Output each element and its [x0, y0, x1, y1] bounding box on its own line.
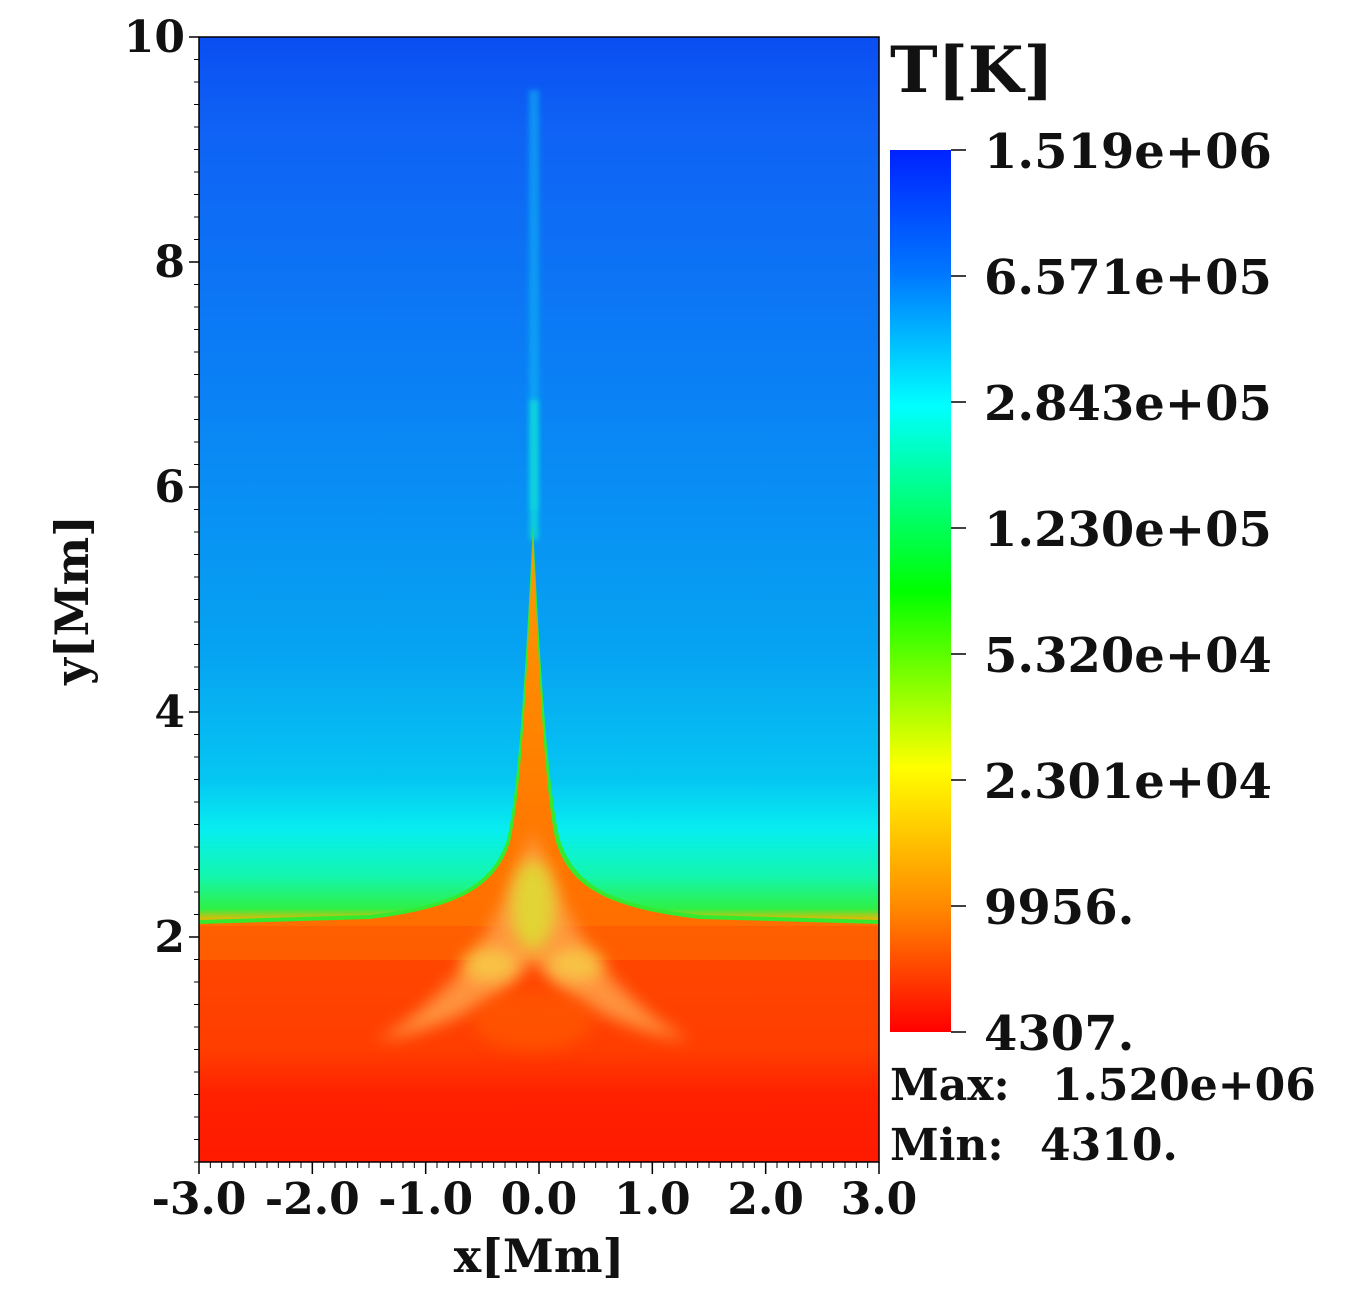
y-tick-label: 2	[154, 912, 185, 963]
colorbar-tick-label: 6.571e+05	[984, 250, 1272, 306]
x-tick-label: 1.0	[614, 1174, 691, 1225]
jet-yellow-core	[511, 860, 555, 950]
jet-thread-glow	[530, 400, 538, 540]
jet-yellow-lobe-right	[548, 949, 604, 981]
plot-area	[199, 37, 879, 1162]
jet-core	[199, 535, 879, 960]
y-axis: 2 4 6 8 10	[124, 12, 199, 1163]
y-axis-label: y[Mm]	[45, 515, 99, 686]
colorbar-title: T[K]	[890, 33, 1054, 108]
x-tick-label: 2.0	[727, 1174, 804, 1225]
min-label: Min:	[890, 1120, 1004, 1171]
colorbar-tick-label: 2.301e+04	[984, 754, 1272, 810]
colorbar-tick-label: 5.320e+04	[984, 628, 1272, 684]
x-tick-label: -3.0	[152, 1174, 247, 1225]
x-tick-label: 0.0	[501, 1174, 578, 1225]
colorbar-tick-label: 9956.	[984, 880, 1134, 936]
colorbar	[890, 150, 951, 1032]
jet-base-bulge	[473, 990, 593, 1050]
max-value: 1.520e+06	[1052, 1060, 1316, 1111]
x-tick-label: -1.0	[378, 1174, 473, 1225]
colorbar-tick-label: 1.519e+06	[984, 124, 1272, 180]
max-label: Max:	[890, 1060, 1010, 1111]
x-tick-label: 3.0	[841, 1174, 918, 1225]
jet-thread	[529, 90, 539, 510]
min-value: 4310.	[1040, 1120, 1178, 1171]
jet-yellow-lobe-left	[462, 949, 518, 981]
colorbar-ticks: 1.519e+06 6.571e+05 2.843e+05 1.230e+05 5.32…	[951, 124, 1272, 1062]
x-axis: -3.0 -2.0 -1.0 0.0 1.0 2.0 3.0	[152, 1162, 918, 1225]
colorbar-tick-label: 1.230e+05	[984, 502, 1272, 558]
colorbar-tick-label: 4307.	[984, 1006, 1134, 1062]
y-tick-label: 10	[124, 12, 185, 63]
y-tick-label: 8	[154, 237, 185, 288]
x-axis-label: x[Mm]	[454, 1229, 625, 1283]
colorbar-tick-label: 2.843e+05	[984, 376, 1272, 432]
y-tick-label: 4	[154, 687, 185, 738]
y-tick-label: 6	[154, 462, 185, 513]
x-tick-label: -2.0	[265, 1174, 360, 1225]
